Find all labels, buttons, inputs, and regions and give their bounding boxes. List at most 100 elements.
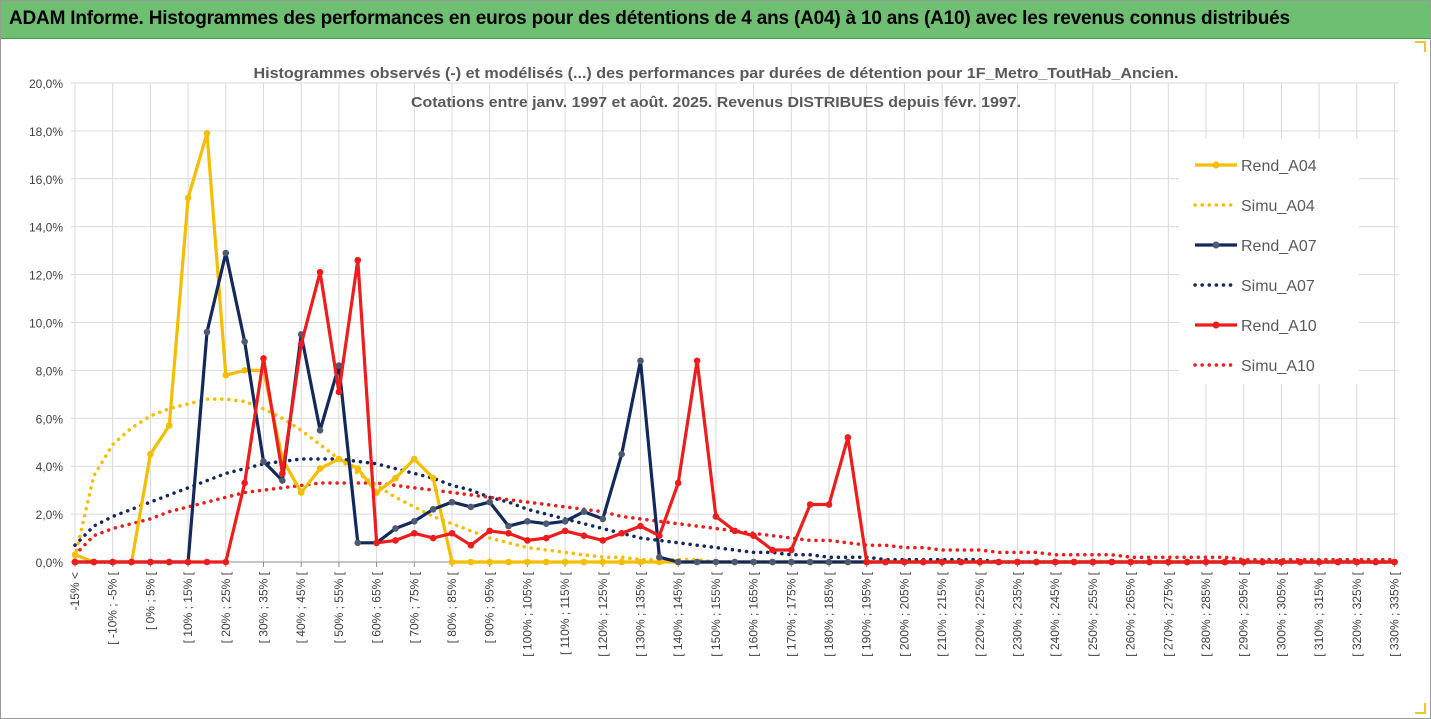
data-point-rend-a04 [222, 371, 230, 379]
data-point-rend-a10 [750, 532, 757, 539]
data-point-rend-a10 [260, 355, 267, 362]
data-point-rend-a04 [542, 558, 550, 566]
data-point-rend-a10 [1391, 558, 1398, 566]
legend-label: Rend_A07 [1241, 238, 1317, 255]
data-point-rend-a10 [128, 558, 135, 566]
data-point-rend-a04 [184, 194, 192, 202]
y-tick-label: 18,0% [29, 125, 63, 139]
x-tick-label: [ 190% ; 195% [ [860, 571, 874, 656]
data-point-rend-a04 [392, 474, 399, 482]
data-point-rend-a07 [524, 517, 531, 525]
data-point-rend-a10 [769, 546, 776, 554]
data-point-rend-a04 [656, 558, 663, 566]
data-point-rend-a10 [580, 532, 588, 539]
data-point-rend-a10 [448, 529, 456, 537]
legend-label: Rend_A04 [1241, 158, 1317, 175]
y-tick-label: 0,0% [36, 556, 64, 570]
x-tick-label: [ 330% ; 335% [ [1388, 571, 1402, 656]
data-point-rend-a10 [184, 558, 192, 566]
data-point-rend-a07 [486, 498, 494, 506]
data-point-rend-a07 [335, 362, 343, 369]
data-point-rend-a10 [1240, 558, 1247, 566]
y-tick-label: 4,0% [36, 460, 64, 474]
x-tick-label: [ 270% ; 275% [ [1161, 571, 1175, 656]
data-point-rend-a07 [844, 558, 852, 566]
data-point-rend-a10 [373, 539, 380, 547]
data-point-rend-a07 [542, 520, 550, 527]
data-point-rend-a07 [467, 503, 475, 511]
x-tick-label: [ 150% ; 155% [ [709, 571, 723, 656]
data-point-rend-a04 [561, 558, 569, 566]
legend-marker [1212, 321, 1220, 329]
x-tick-label: [ 110% ; 115% [ [558, 571, 572, 655]
x-tick-label: [ 120% ; 125% [ [596, 571, 610, 656]
data-point-rend-a04 [165, 422, 173, 429]
resize-handle-bottom-right[interactable] [1415, 703, 1426, 714]
y-tick-label: 12,0% [29, 269, 63, 283]
data-point-rend-a07 [750, 558, 757, 566]
x-tick-label: [ 30% ; 35% [ [257, 571, 271, 643]
data-point-rend-a10 [486, 527, 494, 535]
data-point-rend-a04 [524, 558, 531, 566]
legend-label: Simu_A04 [1241, 198, 1315, 215]
data-point-rend-a10 [297, 340, 305, 348]
data-point-rend-a07 [411, 517, 418, 525]
x-tick-label: [ 0% ; 5% [ [143, 571, 157, 630]
data-point-rend-a04 [580, 558, 588, 566]
data-point-rend-a07 [505, 522, 512, 530]
data-point-rend-a10 [1372, 558, 1379, 566]
x-tick-label: [ 50% ; 55% [ [332, 571, 346, 643]
data-point-rend-a10 [674, 479, 682, 487]
data-point-rend-a04 [486, 558, 494, 566]
data-point-rend-a04 [411, 455, 418, 463]
data-point-rend-a04 [618, 558, 625, 566]
data-point-rend-a10 [467, 541, 475, 549]
data-point-rend-a07 [731, 558, 739, 566]
data-point-rend-a04 [203, 129, 211, 137]
legend-label: Simu_A10 [1241, 358, 1315, 375]
x-tick-label: [ 300% ; 305% [ [1274, 571, 1288, 656]
data-point-rend-a07 [693, 558, 701, 566]
data-point-rend-a10 [1221, 558, 1229, 566]
data-point-rend-a07 [222, 249, 230, 257]
data-point-rend-a07 [618, 450, 625, 458]
x-tick-label: [ 180% ; 185% [ [822, 571, 836, 656]
resize-handle-top-right[interactable] [1415, 41, 1426, 52]
data-point-rend-a10 [147, 558, 154, 566]
data-point-rend-a10 [1183, 558, 1191, 566]
report-banner: ADAM Informe. Histogrammes des performan… [1, 1, 1430, 39]
data-point-rend-a04 [147, 450, 154, 458]
data-point-rend-a07 [392, 525, 399, 532]
data-point-rend-a10 [165, 558, 173, 566]
data-point-rend-a10 [1051, 558, 1059, 566]
data-point-rend-a10 [618, 529, 625, 537]
legend-label: Simu_A07 [1241, 278, 1315, 295]
x-tick-label: [ 230% ; 235% [ [1011, 571, 1025, 656]
x-tick-label: [ 210% ; 215% [ [935, 571, 949, 656]
data-point-rend-a07 [712, 558, 720, 566]
data-point-rend-a10 [1278, 558, 1285, 566]
data-point-rend-a07 [203, 328, 211, 336]
data-point-rend-a10 [1334, 558, 1342, 566]
data-point-rend-a10 [712, 513, 720, 520]
x-tick-label: -15% < [68, 572, 82, 610]
data-point-rend-a07 [316, 426, 324, 434]
data-point-rend-a04 [316, 465, 324, 472]
data-point-rend-a07 [825, 558, 833, 566]
x-tick-label: [ 280% ; 285% [ [1199, 571, 1213, 656]
data-point-rend-a07 [656, 553, 663, 561]
data-point-rend-a10 [542, 534, 550, 542]
data-point-rend-a07 [769, 558, 776, 566]
x-tick-label: [ 130% ; 135% [ [634, 571, 648, 656]
y-tick-label: 8,0% [36, 364, 64, 378]
data-point-rend-a10 [806, 501, 814, 508]
x-tick-label: [ 290% ; 295% [ [1237, 571, 1251, 656]
data-point-rend-a04 [429, 474, 437, 482]
x-tick-label: [ 310% ; 315% [ [1312, 571, 1326, 656]
x-tick-label: [ 70% ; 75% [ [407, 571, 421, 643]
data-point-rend-a07 [429, 506, 437, 513]
x-tick-label: [ 170% ; 175% [ [784, 571, 798, 656]
data-point-rend-a10 [335, 388, 343, 396]
data-point-rend-a04 [637, 558, 644, 566]
